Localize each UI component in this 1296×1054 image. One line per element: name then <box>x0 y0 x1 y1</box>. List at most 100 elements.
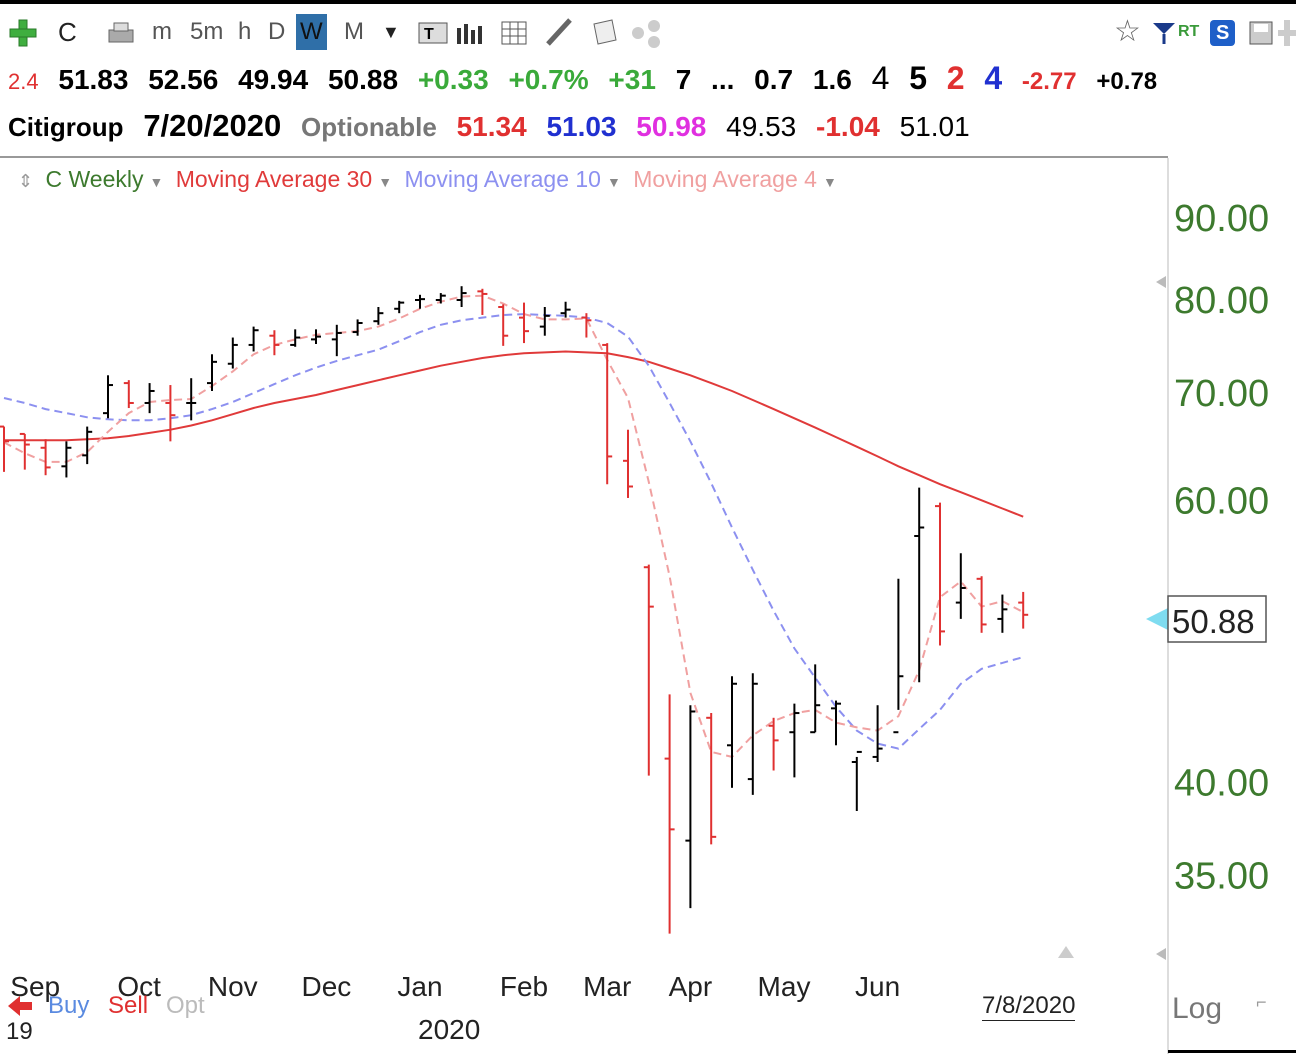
ohlc-bar <box>643 564 654 776</box>
more-plus-icon[interactable] <box>1278 18 1296 48</box>
opt-button[interactable]: Opt <box>166 992 205 1019</box>
ohlc-bar <box>872 705 883 762</box>
s-label: S <box>1216 22 1230 44</box>
add-icon[interactable] <box>8 18 38 48</box>
legend-ma10[interactable]: Moving Average 10 <box>404 166 601 192</box>
company-name: Citigroup <box>8 112 124 142</box>
move-handle-icon[interactable]: ⇕ <box>18 171 34 191</box>
x-tick-label: Feb <box>500 971 548 1002</box>
legend-main-series[interactable]: C Weekly <box>45 166 144 192</box>
flag-icon[interactable] <box>1150 20 1178 46</box>
quote-p3: 50.98 <box>636 111 707 142</box>
scroll-up-icon[interactable] <box>1058 946 1074 958</box>
bar-chart-icon[interactable] <box>454 20 484 46</box>
quote-v5: 4 <box>871 60 890 96</box>
grid-settings-icon[interactable] <box>500 18 532 48</box>
ohlc-bar <box>144 383 155 414</box>
price-tag-box <box>1167 595 1267 643</box>
y-tick-label: 80.00 <box>1174 280 1269 322</box>
ma-line-4 <box>3 294 1024 759</box>
buy-button[interactable]: Buy <box>48 992 90 1019</box>
ohlc-bar <box>914 487 925 683</box>
left-year-label: 19 <box>6 1018 33 1045</box>
ohlc-bar <box>290 329 301 347</box>
ohlc-bar <box>893 578 904 734</box>
ohlc-bar <box>352 319 363 336</box>
quote-v9: -2.77 <box>1021 68 1077 95</box>
quote-v7: 2 <box>946 60 965 96</box>
ohlc-bar <box>768 717 779 771</box>
x-tick-label: Nov <box>208 971 258 1002</box>
x-tick-label: Mar <box>583 971 631 1002</box>
quote-dots: ... <box>711 64 735 95</box>
s-button[interactable]: S <box>1210 20 1236 46</box>
year-label: 2020 <box>418 1014 481 1045</box>
legend-ma4-dropdown-icon[interactable]: ▼ <box>822 174 837 190</box>
ohlc-bar <box>810 664 821 734</box>
y-tick-label: 60.00 <box>1174 480 1269 522</box>
quote-low: 49.94 <box>238 64 309 95</box>
quote-change-pct: +0.7% <box>508 64 589 95</box>
save-icon[interactable] <box>1248 20 1274 46</box>
ohlc-bar <box>186 378 197 421</box>
printer-icon[interactable] <box>106 20 136 48</box>
sell-button[interactable]: Sell <box>108 992 149 1019</box>
quote-v6: 5 <box>909 60 927 96</box>
ohlc-bar <box>311 329 321 345</box>
ohlc-bar <box>976 576 987 633</box>
quote-v8: 4 <box>984 60 1003 96</box>
buy-sell-icon[interactable] <box>4 992 34 1020</box>
ohlc-bar <box>623 429 633 498</box>
legend-ma10-dropdown-icon[interactable]: ▼ <box>606 174 621 190</box>
last-price-tag: 50.88 <box>1146 595 1267 643</box>
quote-p4: 49.53 <box>726 111 797 142</box>
star-icon[interactable]: ☆ <box>1114 15 1141 48</box>
ma-line-30 <box>4 350 1024 518</box>
timeframe-d[interactable]: D <box>268 18 286 45</box>
share-icon[interactable] <box>630 18 664 48</box>
scroll-left-icon[interactable] <box>1156 276 1166 288</box>
timeframe-m-month[interactable]: M <box>344 18 364 45</box>
dropdown-arrow-icon[interactable]: ▼ <box>382 22 400 42</box>
symbol-button[interactable]: C <box>58 17 77 47</box>
timeframe-m[interactable]: m <box>152 18 172 45</box>
x-tick-label: Sep <box>10 971 60 1002</box>
ohlc-bar <box>831 700 841 746</box>
timeframe-5m[interactable]: 5m <box>190 18 224 45</box>
x-tick-label: Jun <box>855 971 900 1002</box>
log-scale-toggle[interactable]: Log <box>1172 992 1223 1025</box>
timeframe-w[interactable]: W <box>296 14 327 50</box>
timeframe-h[interactable]: h <box>238 18 252 45</box>
quote-line-1: 2.4 51.83 52.56 49.94 50.88 +0.33 +0.7% … <box>8 60 1169 97</box>
x-tick-label: Apr <box>669 971 713 1002</box>
legend-main-dropdown-icon[interactable]: ▼ <box>149 174 164 190</box>
ohlc-bar <box>269 330 280 356</box>
ohlc-bar <box>435 293 446 304</box>
ohlc-bar <box>498 304 509 346</box>
quote-change: +0.33 <box>417 64 489 95</box>
header-separator <box>0 156 1168 158</box>
pencil-icon[interactable] <box>544 16 574 48</box>
y-tick-label: 70.00 <box>1174 373 1269 415</box>
legend-ma4[interactable]: Moving Average 4 <box>633 166 817 192</box>
scroll-left-bottom-icon[interactable] <box>1156 948 1166 960</box>
y-tick-label: 90.00 <box>1174 198 1269 240</box>
ohlc-bar <box>103 375 113 419</box>
ma-line-10 <box>3 313 1024 750</box>
log-dropdown-icon[interactable]: ⌐ <box>1256 992 1267 1012</box>
rt-label[interactable]: RT <box>1178 23 1200 40</box>
quote-p5: -1.04 <box>816 111 880 142</box>
ohlc-bar <box>227 337 238 369</box>
ohlc-bar <box>1018 591 1029 629</box>
text-tool-icon[interactable]: T <box>418 20 448 46</box>
ohlc-bar <box>331 324 342 357</box>
ohlc-bar <box>560 301 571 318</box>
legend-ma30-dropdown-icon[interactable]: ▼ <box>378 174 393 190</box>
ohlc-bar <box>581 313 592 338</box>
legend-ma30[interactable]: Moving Average 30 <box>175 166 373 192</box>
ohlc-bar <box>19 432 30 470</box>
quote-v4: 1.6 <box>812 64 852 95</box>
note-icon[interactable] <box>590 18 620 48</box>
quote-high: 52.56 <box>148 64 219 95</box>
